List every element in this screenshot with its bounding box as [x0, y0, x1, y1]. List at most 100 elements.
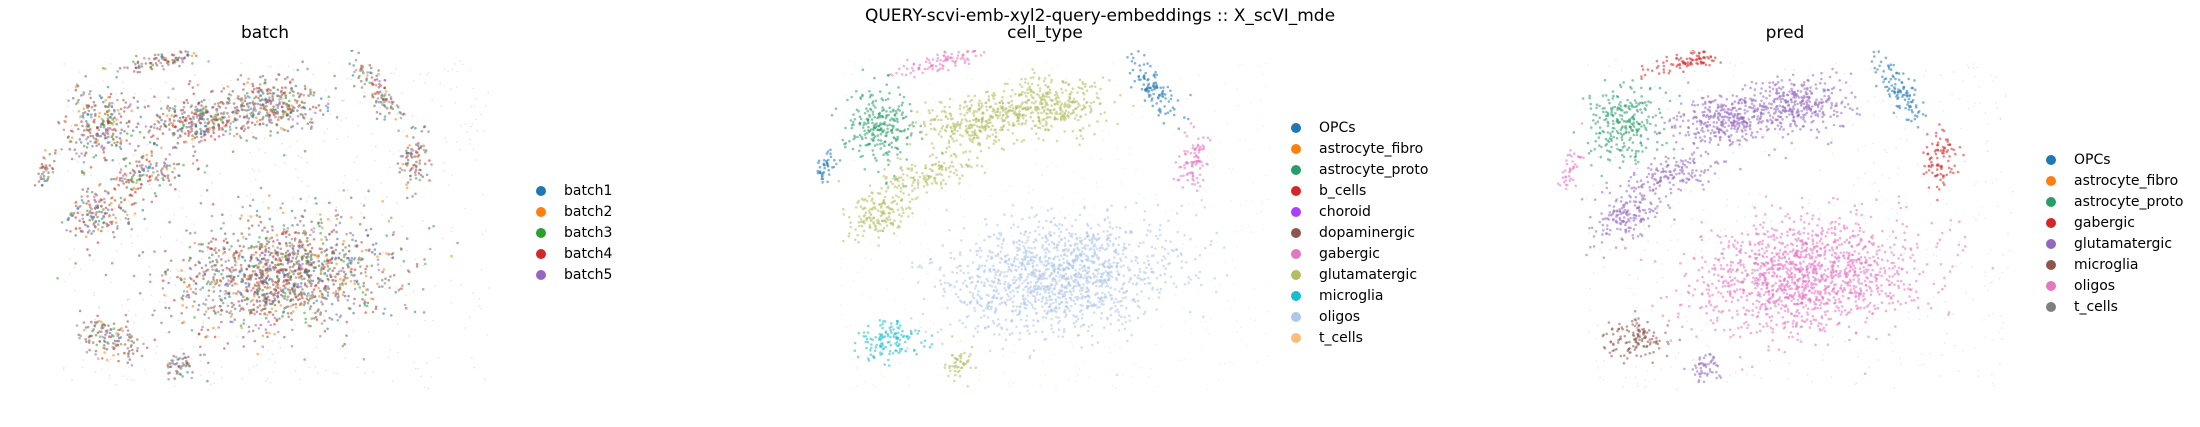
- scatter-point: [1121, 296, 1125, 300]
- scatter-point: [1042, 263, 1046, 266]
- scatter-point: [291, 290, 295, 293]
- scatter-point: [322, 315, 325, 317]
- scatter-point: [396, 202, 398, 204]
- scatter-point: [260, 112, 262, 114]
- scatter-point: [288, 99, 291, 103]
- scatter-point: [1041, 315, 1045, 319]
- scatter-point: [270, 307, 274, 311]
- scatter-point: [1077, 256, 1080, 260]
- scatter-point: [964, 326, 967, 329]
- scatter-point: [129, 103, 132, 106]
- scatter-point: [138, 177, 141, 181]
- scatter-point: [166, 107, 169, 110]
- scatter-point: [316, 372, 319, 375]
- scatter-point: [290, 237, 294, 241]
- scatter-point: [176, 275, 179, 279]
- scatter-point: [314, 266, 318, 269]
- scatter-point: [1163, 272, 1167, 276]
- scatter-point: [253, 269, 257, 273]
- scatter-point: [88, 348, 91, 352]
- scatter-point: [1035, 163, 1038, 165]
- scatter-point: [365, 265, 369, 268]
- scatter-point: [82, 129, 86, 132]
- scatter-point: [1253, 319, 1256, 321]
- scatter-point: [220, 258, 223, 261]
- scatter-point: [214, 311, 217, 314]
- scatter-point: [114, 343, 117, 346]
- scatter-point: [105, 358, 109, 362]
- scatter-point: [1238, 64, 1240, 66]
- scatter-point: [279, 259, 282, 262]
- scatter-point: [195, 158, 199, 162]
- scatter-point: [997, 231, 1001, 235]
- scatter-point: [175, 369, 178, 373]
- scatter-point: [181, 294, 185, 297]
- scatter-point: [1055, 164, 1057, 167]
- legend-label: batch1: [564, 182, 613, 199]
- scatter-point: [1239, 203, 1242, 206]
- scatter-point: [102, 80, 104, 82]
- scatter-point: [109, 92, 113, 96]
- scatter-point: [399, 247, 403, 250]
- scatter-point: [286, 288, 290, 291]
- scatter-point: [410, 155, 413, 158]
- scatter-point: [1082, 323, 1085, 327]
- scatter-point: [277, 118, 280, 122]
- scatter-point: [1176, 254, 1180, 258]
- scatter-point: [1092, 245, 1095, 248]
- scatter-point: [1073, 325, 1077, 328]
- scatter-point: [874, 175, 877, 177]
- scatter-point: [431, 99, 434, 101]
- scatter-point: [174, 187, 177, 191]
- scatter-point: [342, 290, 346, 294]
- scatter-point: [309, 249, 312, 253]
- scatter-point: [124, 313, 128, 317]
- scatter-point: [304, 113, 307, 116]
- scatter-point: [156, 345, 158, 348]
- scatter-point: [202, 98, 206, 102]
- scatter-point: [235, 109, 238, 112]
- scatter-point: [132, 341, 135, 344]
- scatter-point: [96, 126, 99, 130]
- scatter-point: [78, 336, 81, 340]
- scatter-point: [111, 220, 114, 224]
- scatter-point: [408, 144, 411, 147]
- scatter-point: [249, 276, 252, 280]
- scatter-point: [296, 294, 300, 298]
- scatter-point: [941, 307, 944, 310]
- scatter-point: [920, 326, 922, 329]
- scatter-point: [266, 286, 270, 289]
- scatter-point: [82, 133, 85, 137]
- scatter-point: [899, 241, 901, 243]
- scatter-point: [182, 363, 186, 367]
- scatter-point: [111, 128, 114, 132]
- scatter-point: [415, 265, 419, 268]
- scatter-point: [228, 132, 232, 135]
- scatter-point: [401, 113, 405, 116]
- scatter-point: [1100, 311, 1103, 315]
- scatter-point: [1045, 76, 1048, 78]
- scatter-point: [257, 224, 261, 227]
- scatter-point: [252, 287, 255, 290]
- scatter-point: [1025, 314, 1029, 318]
- scatter-point: [160, 321, 163, 325]
- scatter-point: [310, 254, 313, 257]
- scatter-point: [303, 117, 306, 120]
- scatter-point: [356, 156, 358, 158]
- scatter-point: [399, 116, 403, 120]
- scatter-point: [1236, 331, 1239, 334]
- scatter-point: [1184, 320, 1187, 323]
- point-cluster: [60, 181, 154, 265]
- scatter-point: [938, 266, 940, 268]
- scatter-point: [88, 218, 91, 222]
- scatter-point: [296, 272, 300, 275]
- scatter-point: [385, 252, 388, 255]
- scatter-point: [1082, 361, 1084, 364]
- scatter-point: [82, 220, 86, 224]
- scatter-point: [907, 377, 909, 379]
- scatter-point: [1069, 244, 1073, 247]
- scatter-point: [303, 282, 307, 285]
- scatter-point: [240, 293, 243, 297]
- scatter-point: [1041, 174, 1043, 176]
- scatter-point: [389, 275, 392, 278]
